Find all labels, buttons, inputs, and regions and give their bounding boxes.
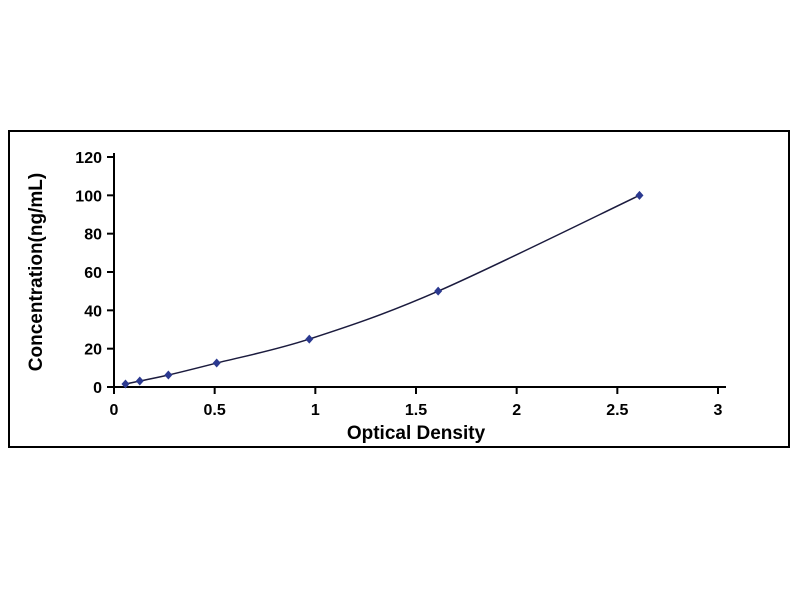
axes <box>113 153 726 388</box>
curve-line <box>125 194 640 385</box>
data-point-markers <box>121 190 644 389</box>
y-tick-label: 20 <box>84 342 102 359</box>
chart-frame: 0 0.5 1 1.5 2 2.5 3 0 20 40 60 80 100 120 Optical De… <box>8 130 790 448</box>
x-tick-label: 0 <box>110 402 119 419</box>
x-tick-label: 1.5 <box>405 402 427 419</box>
data-point-diamond <box>212 358 221 368</box>
y-tick-label: 40 <box>84 303 102 320</box>
y-tick-label: 100 <box>75 188 102 205</box>
data-point-diamond <box>121 379 130 389</box>
x-tick-label: 3 <box>714 402 723 419</box>
tick-marks <box>107 156 719 394</box>
x-tick-labels: 0 0.5 1 1.5 2 2.5 3 <box>110 402 723 419</box>
x-axis-label: Optical Density <box>347 423 486 444</box>
data-point-diamond <box>635 190 644 200</box>
x-tick-label: 2.5 <box>606 402 628 419</box>
standard-curve-plot: 0 0.5 1 1.5 2 2.5 3 0 20 40 60 80 100 120 Optical De… <box>26 150 726 444</box>
y-tick-label: 120 <box>75 150 102 167</box>
x-tick-label: 0.5 <box>204 402 226 419</box>
y-axis-label: Concentration(ng/mL) <box>26 173 47 371</box>
data-point-diamond <box>305 334 314 344</box>
y-tick-label: 0 <box>93 380 102 397</box>
y-tick-labels: 0 20 40 60 80 100 120 <box>75 150 102 397</box>
data-point-diamond <box>434 286 443 296</box>
y-tick-label: 60 <box>84 265 102 282</box>
y-tick-label: 80 <box>84 227 102 244</box>
data-point-diamond <box>164 370 173 380</box>
data-point-diamond <box>135 376 144 386</box>
x-tick-label: 1 <box>311 402 320 419</box>
x-tick-label: 2 <box>512 402 521 419</box>
